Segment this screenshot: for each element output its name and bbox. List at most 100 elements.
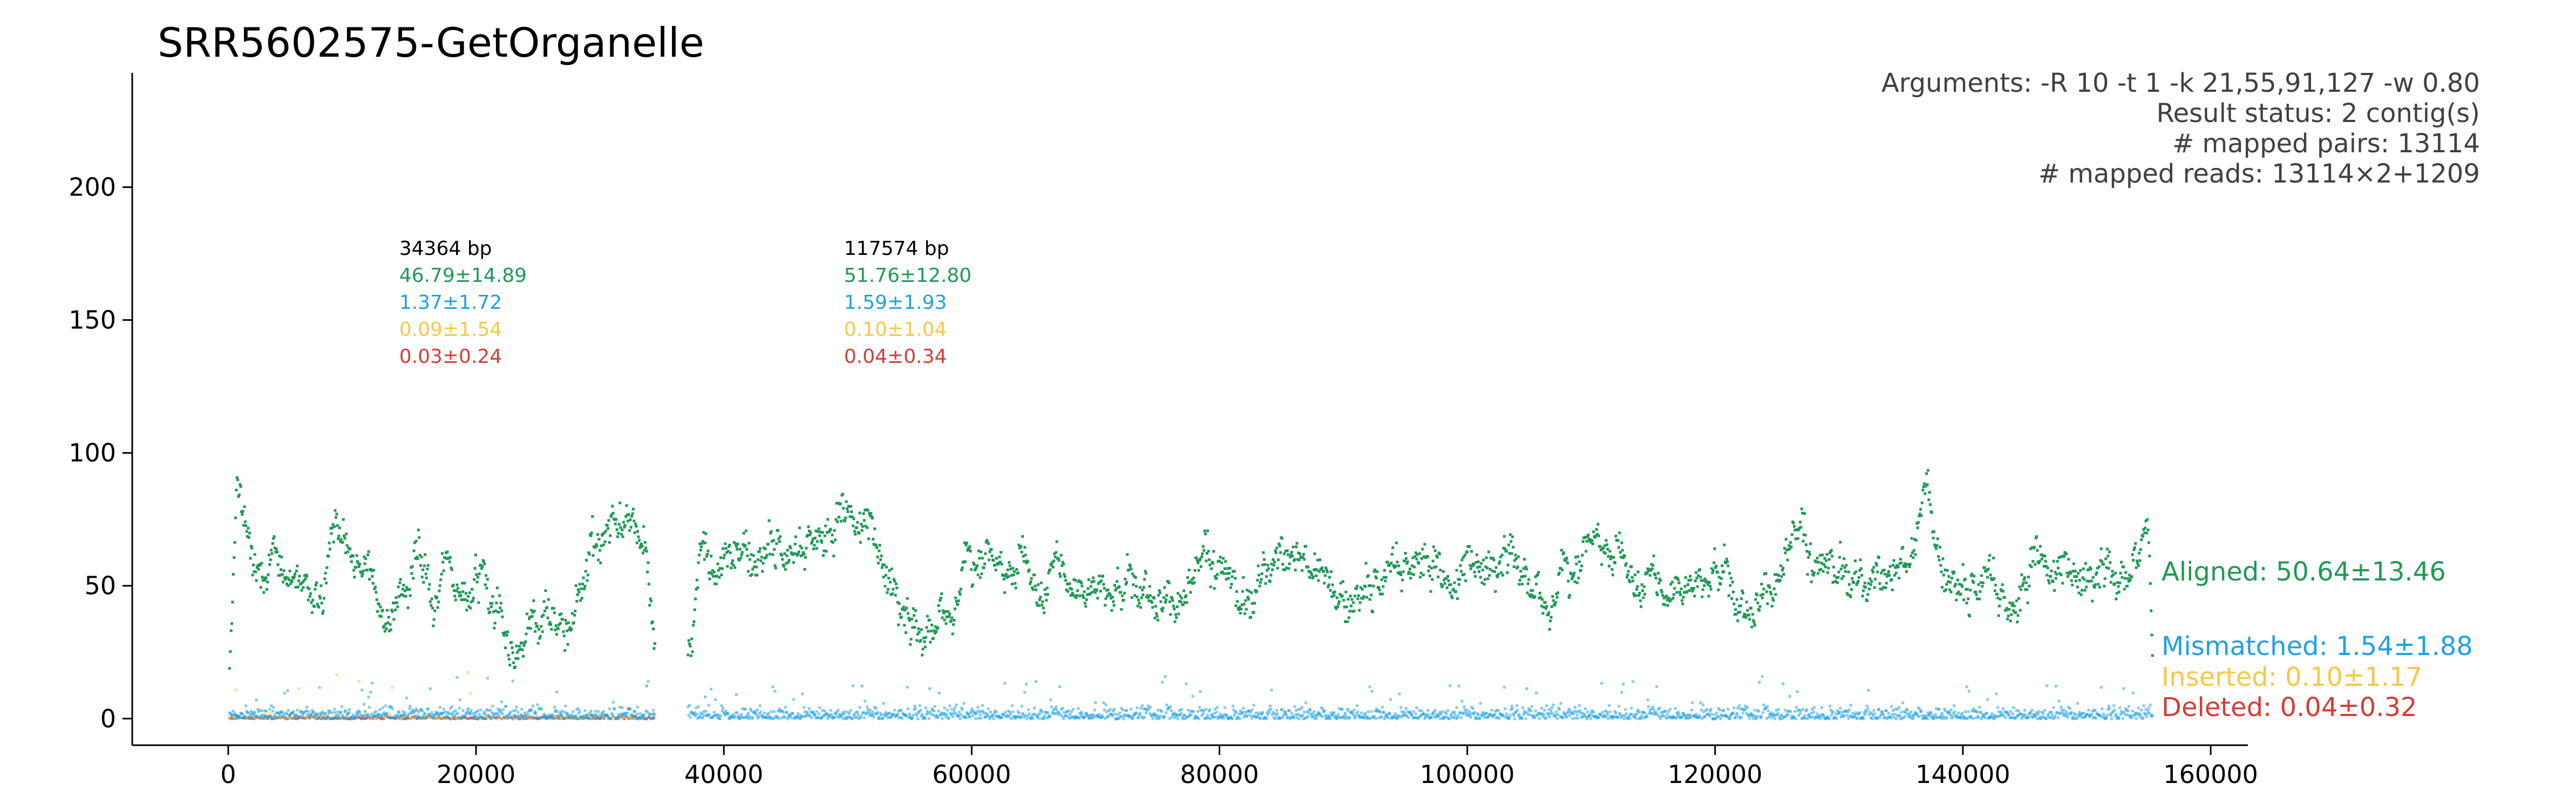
mismatched-point [389,716,392,719]
aligned-point [1514,557,1518,560]
mismatched-point [259,717,262,720]
aligned-point [462,598,465,601]
aligned-point [1072,578,1076,581]
mismatched-point [879,712,882,715]
mismatched-point [1772,713,1775,716]
aligned-point [875,546,879,549]
mismatched-point [2107,704,2110,707]
inserted-point [429,716,432,719]
aligned-point [771,553,774,556]
aligned-point [1202,549,1206,552]
mismatched-point [2145,715,2148,718]
mismatched-point [1004,711,1007,714]
mismatched-point [2011,712,2014,716]
mismatched-point [480,716,483,719]
mismatched-point [1241,711,1244,714]
aligned-point [1634,573,1637,577]
aligned-point [995,557,998,560]
mismatched-point [508,712,512,716]
mismatched-point [756,717,759,720]
mismatched-point [623,714,627,718]
mismatched-point [1431,712,1435,715]
aligned-point [625,504,628,507]
mismatched-point [852,714,855,717]
aligned-point [1297,558,1301,562]
inserted-point [326,712,329,716]
mismatched-point [799,717,803,720]
mismatched-point [1643,711,1647,714]
mismatched-point [532,716,535,719]
aligned-point [453,595,457,598]
mismatched-point [1104,717,1107,720]
mismatched-point [563,717,567,720]
mismatched-point [1214,716,1218,719]
mismatched-point [431,715,434,718]
aligned-point [537,627,540,631]
aligned-point [500,609,504,612]
aligned-point [420,555,423,558]
mismatched-point [575,708,579,711]
mismatched-point [900,709,903,712]
aligned-point [1753,624,1756,627]
mismatched-point [1301,706,1304,709]
mismatched-point [1891,713,1894,716]
aligned-point [1697,574,1700,577]
aligned-point [824,524,827,528]
aligned-point [987,542,990,545]
aligned-point [1362,597,1365,600]
mismatched-point [335,713,338,717]
aligned-point [903,624,906,627]
aligned-point [790,551,793,554]
aligned-point [1565,556,1568,559]
aligned-point [401,588,404,591]
mismatched-point [1381,706,1384,709]
aligned-point [1429,575,1431,577]
inserted-point [565,716,568,719]
aligned-point [889,580,892,584]
mismatched-point [1027,708,1030,711]
aligned-point [1024,554,1027,557]
mismatched-point [1462,711,1465,714]
mismatched-point [1149,705,1152,708]
mismatched-point [2061,711,2064,714]
aligned-point [1462,556,1465,559]
mismatched-point [1748,713,1750,716]
mismatched-point [248,716,252,719]
mismatched-point [2070,711,2073,714]
mismatched-point [1658,707,1661,710]
aligned-point [709,571,712,574]
mismatched-point [1582,714,1586,718]
mismatched-point [451,713,454,716]
mismatched-point [450,712,453,716]
mismatched-point [742,716,745,719]
mismatched-point [986,713,989,716]
mismatched-point [2003,710,2006,713]
aligned-point [281,573,284,576]
mismatched-point [569,716,573,719]
aligned-point [761,570,764,573]
mismatched-point [1389,698,1392,701]
mismatched-point [589,717,592,720]
mismatched-point [1466,712,1470,716]
mismatched-point [1303,717,1307,720]
mismatched-point [1238,712,1240,716]
mismatched-point [1569,710,1572,713]
aligned-point [1086,587,1090,590]
aligned-point [1238,608,1240,611]
aligned-point [1442,570,1445,573]
mismatched-point [958,711,961,714]
aligned-point [439,578,443,581]
mismatched-point [2134,711,2137,714]
mismatched-point [814,717,818,719]
mismatched-point [858,706,861,709]
aligned-point [339,540,342,543]
aligned-point [302,586,305,589]
aligned-point [410,572,413,575]
aligned-point [1309,571,1313,575]
aligned-point [1557,573,1560,576]
inserted-point [373,717,376,720]
aligned-point [1436,556,1439,559]
aligned-point [751,568,755,571]
aligned-point [531,611,534,614]
mismatched-point [633,710,636,713]
